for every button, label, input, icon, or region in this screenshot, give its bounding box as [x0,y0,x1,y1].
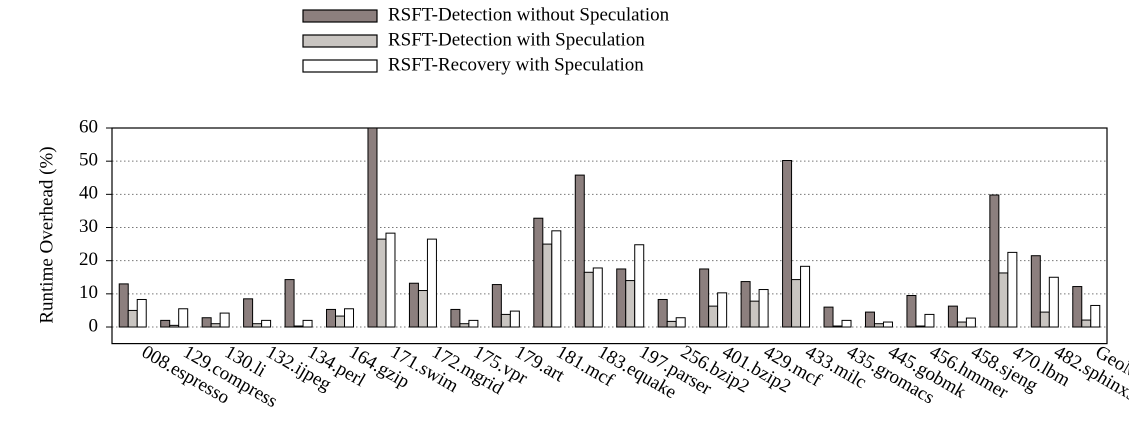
legend-label: RSFT-Recovery with Speculation [388,54,644,75]
bar [583,271,594,328]
bar [675,317,686,328]
y-tick-label: 60 [79,116,98,137]
bar [708,305,719,328]
legend-swatch [302,59,378,73]
legend-label: RSFT-Detection with Speculation [388,29,645,50]
bar [823,306,834,328]
bar [376,238,387,328]
bar [841,319,852,328]
bar [625,280,636,328]
y-tick-label: 20 [79,249,98,270]
bar [326,308,337,328]
bar [450,308,461,328]
bar [1048,276,1059,328]
bar [385,232,396,328]
bar [634,244,645,328]
bar [417,290,428,328]
bar [717,292,728,328]
bar [284,279,295,328]
bar [160,319,171,328]
bar [873,323,884,328]
bar [956,321,967,328]
bar [782,160,793,328]
bar [965,317,976,328]
bar [699,268,710,328]
bar [293,325,304,328]
y-tick-label: 50 [79,150,98,171]
bar [136,298,147,328]
bar [1039,311,1050,328]
bar [864,311,875,328]
bar [509,310,520,328]
bar [989,194,1000,328]
y-tick-label: 30 [79,216,98,237]
bar [468,319,479,328]
bar [758,289,769,328]
bar [344,308,355,328]
bar [367,127,378,328]
legend-swatch [302,34,378,48]
bar [252,323,263,328]
y-tick-label: 40 [79,183,98,204]
bar [1081,319,1092,328]
bar [533,217,544,328]
bar [924,313,935,328]
bar [1090,304,1101,328]
bar [302,319,313,328]
bar [666,320,677,328]
bar [1007,251,1018,328]
bar [178,308,189,328]
bar [243,298,254,328]
bar [551,230,562,328]
bar [335,315,346,328]
bar [800,265,811,328]
bar [616,268,627,328]
bar [201,317,212,328]
legend-swatch [302,9,378,23]
bar [491,284,502,328]
bar [219,312,230,328]
bar [261,319,272,328]
plot-frame [111,127,1108,345]
y-tick-label: 10 [79,282,98,303]
bar [791,279,802,328]
bar [749,300,760,328]
y-tick-label: 0 [89,315,99,336]
bar [998,272,1009,328]
bar [657,298,668,328]
bar [947,305,958,328]
y-axis-label: Runtime Overhead (%) [36,146,57,323]
bar [832,325,843,328]
bar [210,323,221,328]
bar [169,324,180,328]
bar [882,321,893,328]
bar [127,309,138,328]
bar [1072,286,1083,328]
bar [740,281,751,328]
bar [915,325,926,328]
bar [426,238,437,328]
bar [542,243,553,328]
bar [906,295,917,328]
bar [408,282,419,328]
bar [118,283,129,328]
legend-label: RSFT-Detection without Speculation [388,4,670,25]
bar [459,323,470,328]
bar [500,313,511,328]
bar [1030,255,1041,328]
bar [574,174,585,328]
bar [592,267,603,328]
